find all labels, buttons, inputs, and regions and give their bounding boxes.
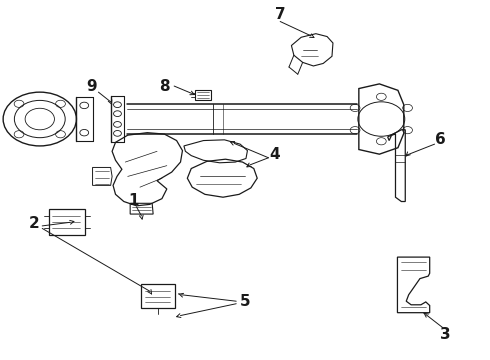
Text: 2: 2 bbox=[28, 216, 39, 230]
Text: 7: 7 bbox=[275, 7, 286, 22]
Text: 1: 1 bbox=[128, 193, 139, 208]
Text: 5: 5 bbox=[240, 294, 250, 309]
Text: 4: 4 bbox=[269, 147, 280, 162]
Text: 8: 8 bbox=[159, 78, 170, 94]
Text: 3: 3 bbox=[440, 327, 451, 342]
Text: 9: 9 bbox=[86, 79, 97, 94]
Text: 6: 6 bbox=[435, 132, 446, 147]
